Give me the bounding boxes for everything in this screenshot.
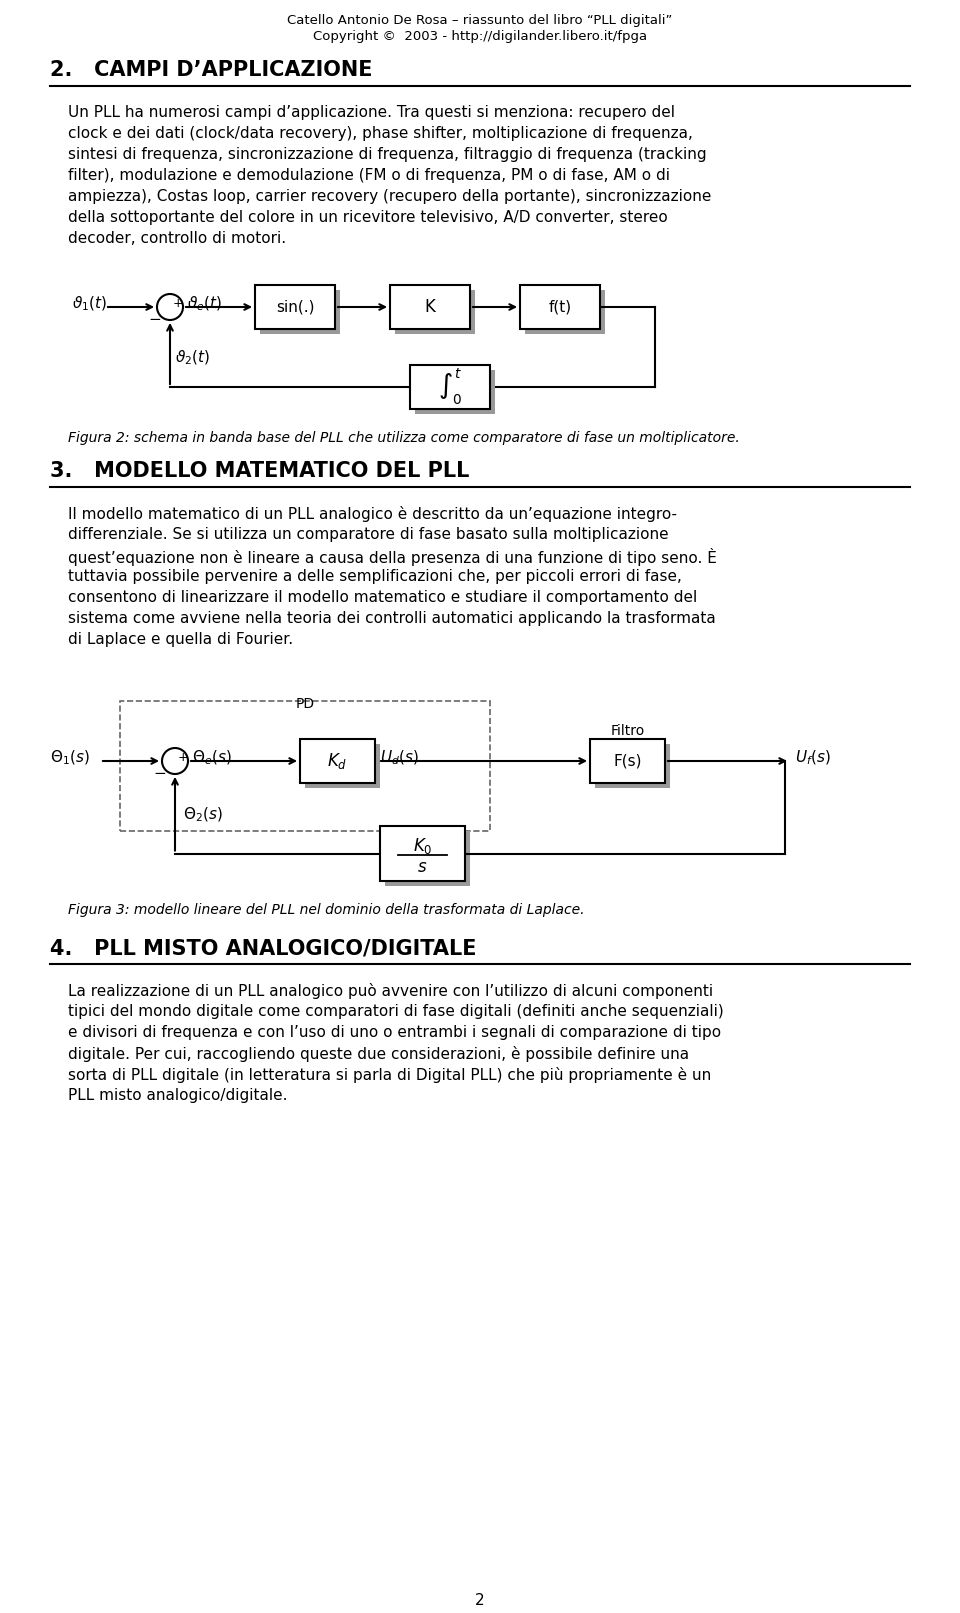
Bar [260, 290, 340, 334]
Text: 2.   CAMPI D’APPLICAZIONE: 2. CAMPI D’APPLICAZIONE [50, 60, 372, 81]
Text: $s$: $s$ [418, 858, 427, 876]
Text: di Laplace e quella di Fourier.: di Laplace e quella di Fourier. [68, 632, 293, 647]
Text: 2: 2 [475, 1594, 485, 1608]
Text: $\Theta_1(s)$: $\Theta_1(s)$ [50, 748, 90, 768]
Text: PD: PD [296, 697, 315, 711]
Bar [390, 286, 470, 329]
Text: $U_d(s)$: $U_d(s)$ [380, 748, 419, 768]
Text: Copyright ©  2003 - http://digilander.libero.it/fpga: Copyright © 2003 - http://digilander.lib… [313, 31, 647, 44]
Text: differenziale. Se si utilizza un comparatore di fase basato sulla moltiplicazion: differenziale. Se si utilizza un compara… [68, 527, 668, 542]
Text: filter), modulazione e demodulazione (FM o di frequenza, PM o di fase, AM o di: filter), modulazione e demodulazione (FM… [68, 168, 670, 182]
Text: 4.   PLL MISTO ANALOGICO/DIGITALE: 4. PLL MISTO ANALOGICO/DIGITALE [50, 939, 476, 958]
Text: −: − [148, 311, 160, 327]
Text: $K_d$: $K_d$ [327, 752, 348, 771]
Bar [520, 286, 600, 329]
Text: Filtro: Filtro [611, 724, 644, 739]
Text: f(t): f(t) [548, 300, 571, 315]
Text: ampiezza), Costas loop, carrier recovery (recupero della portante), sincronizzaz: ampiezza), Costas loop, carrier recovery… [68, 189, 711, 203]
Text: consentono di linearizzare il modello matematico e studiare il comportamento del: consentono di linearizzare il modello ma… [68, 590, 697, 605]
Text: F(s): F(s) [613, 753, 641, 768]
Bar [255, 286, 335, 329]
Text: −: − [153, 766, 166, 781]
Text: decoder, controllo di motori.: decoder, controllo di motori. [68, 231, 286, 247]
Bar [415, 369, 495, 415]
Bar [300, 739, 375, 782]
Bar [380, 826, 465, 881]
Text: tipici del mondo digitale come comparatori di fase digitali (definiti anche sequ: tipici del mondo digitale come comparato… [68, 1003, 724, 1019]
Text: sistema come avviene nella teoria dei controlli automatici applicando la trasfor: sistema come avviene nella teoria dei co… [68, 611, 716, 626]
Text: PLL misto analogico/digitale.: PLL misto analogico/digitale. [68, 1089, 287, 1103]
Bar [410, 365, 490, 410]
Bar [590, 739, 665, 782]
Text: K: K [424, 298, 436, 316]
Bar [595, 744, 670, 789]
Text: tuttavia possibile pervenire a delle semplificazioni che, per piccoli errori di : tuttavia possibile pervenire a delle sem… [68, 569, 682, 584]
Text: sintesi di frequenza, sincronizzazione di frequenza, filtraggio di frequenza (tr: sintesi di frequenza, sincronizzazione d… [68, 147, 707, 161]
Bar [385, 831, 470, 886]
Text: $\vartheta_e(t)$: $\vartheta_e(t)$ [187, 295, 222, 313]
Text: +: + [178, 752, 188, 765]
Text: digitale. Per cui, raccogliendo queste due considerazioni, è possibile definire : digitale. Per cui, raccogliendo queste d… [68, 1045, 689, 1061]
Text: $\Theta_2(s)$: $\Theta_2(s)$ [183, 806, 223, 824]
Text: sorta di PLL digitale (in letteratura si parla di Digital PLL) che più propriame: sorta di PLL digitale (in letteratura si… [68, 1068, 711, 1082]
Text: $\Theta_e(s)$: $\Theta_e(s)$ [192, 748, 231, 768]
Bar [395, 290, 475, 334]
Text: $\int_0^t$: $\int_0^t$ [438, 366, 463, 406]
Text: della sottoportante del colore in un ricevitore televisivo, A/D converter, stere: della sottoportante del colore in un ric… [68, 210, 668, 224]
Text: $U_f(s)$: $U_f(s)$ [795, 748, 830, 768]
Text: $\vartheta_1(t)$: $\vartheta_1(t)$ [72, 295, 108, 313]
Text: La realizzazione di un PLL analogico può avvenire con l’utilizzo di alcuni compo: La realizzazione di un PLL analogico può… [68, 982, 713, 998]
Text: Catello Antonio De Rosa – riassunto del libro “PLL digitali”: Catello Antonio De Rosa – riassunto del … [287, 15, 673, 27]
Bar [525, 290, 605, 334]
Text: Figura 2: schema in banda base del PLL che utilizza come comparatore di fase un : Figura 2: schema in banda base del PLL c… [68, 431, 740, 445]
Text: $\vartheta_2(t)$: $\vartheta_2(t)$ [175, 348, 210, 368]
Text: clock e dei dati (clock/data recovery), phase shifter, moltiplicazione di freque: clock e dei dati (clock/data recovery), … [68, 126, 693, 140]
Text: Un PLL ha numerosi campi d’applicazione. Tra questi si menziona: recupero del: Un PLL ha numerosi campi d’applicazione.… [68, 105, 675, 119]
Text: +: + [173, 297, 183, 310]
Text: e divisori di frequenza e con l’uso di uno o entrambi i segnali di comparazione : e divisori di frequenza e con l’uso di u… [68, 1024, 721, 1040]
Text: 3.   MODELLO MATEMATICO DEL PLL: 3. MODELLO MATEMATICO DEL PLL [50, 461, 469, 481]
Text: Figura 3: modello lineare del PLL nel dominio della trasformata di Laplace.: Figura 3: modello lineare del PLL nel do… [68, 903, 585, 918]
Text: quest’equazione non è lineare a causa della presenza di una funzione di tipo sen: quest’equazione non è lineare a causa de… [68, 548, 717, 566]
Text: sin(.): sin(.) [276, 300, 314, 315]
Text: Il modello matematico di un PLL analogico è descritto da un’equazione integro-: Il modello matematico di un PLL analogic… [68, 506, 677, 523]
Bar [305, 744, 380, 789]
Text: $K_0$: $K_0$ [413, 836, 432, 855]
Bar [120, 702, 490, 831]
